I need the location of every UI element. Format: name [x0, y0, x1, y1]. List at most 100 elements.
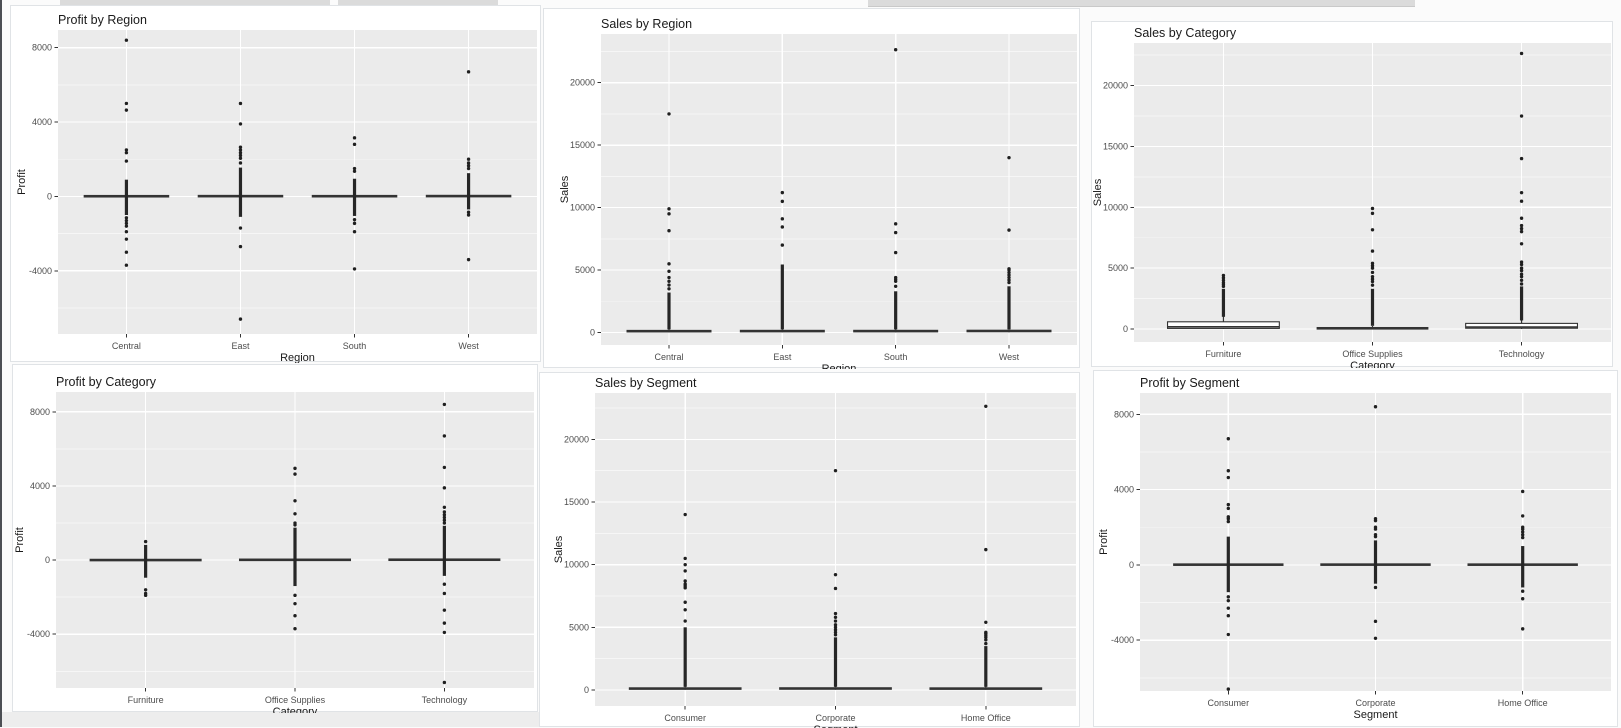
outlier-point: [1520, 597, 1525, 601]
outlier-point: [893, 275, 898, 280]
outlier-point: [1373, 619, 1378, 624]
x-tick-label: West: [458, 341, 479, 351]
outlier-point: [1007, 270, 1011, 275]
outlier-point: [1520, 589, 1525, 593]
outlier-point: [1370, 274, 1375, 279]
outlier-point: [1007, 275, 1011, 280]
x-axis-title: Region: [280, 352, 315, 363]
outlier-point: [1519, 190, 1524, 195]
outlier-point: [1007, 267, 1011, 271]
outlier-point: [293, 472, 297, 476]
outlier-point: [466, 166, 471, 171]
x-tick-label: Office Supplies: [1342, 349, 1403, 359]
y-axis-title: Sales: [553, 535, 565, 563]
boxplot-west: [425, 70, 512, 262]
outlier-point: [1519, 274, 1524, 279]
outlier-point: [352, 169, 357, 174]
outlier-point: [466, 210, 471, 214]
outlier-point: [1519, 216, 1524, 220]
y-tick-label: 4000: [32, 117, 52, 127]
outlier-point: [442, 434, 447, 438]
outlier-point: [238, 148, 243, 152]
plot-title: Sales by Segment: [595, 376, 697, 390]
x-axis-title: Segment: [1353, 709, 1397, 721]
outlier-point: [238, 244, 243, 249]
outlier-point: [442, 521, 447, 525]
outlier-point: [442, 608, 447, 612]
outlier-point: [442, 402, 447, 407]
outlier-point: [1519, 266, 1524, 270]
outlier-point: [238, 156, 243, 160]
outlier-point: [833, 615, 838, 619]
outlier-point: [442, 518, 447, 522]
plot-canvas-profit-by-segment: -4000 0 4000 8000 Consumer Corporate Home Offi…: [1098, 393, 1611, 721]
window-edge-line: [0, 0, 2, 727]
outlier-point: [1520, 530, 1525, 534]
outlier-point: [1519, 156, 1524, 161]
plot-canvas-sales-by-category: 0 5000 10000 15000 20000 Furniture Office Supp…: [1092, 43, 1611, 368]
y-tick-label: 5000: [575, 265, 595, 275]
outlier-point: [683, 619, 687, 623]
outlier-point: [442, 621, 447, 625]
boxplot-central: [83, 38, 170, 267]
plot-title: Profit by Region: [58, 13, 147, 27]
outlier-point: [124, 221, 129, 226]
x-axis-title: Segment: [813, 724, 857, 728]
y-tick-label: 0: [47, 191, 52, 201]
outlier-point: [833, 625, 838, 630]
outlier-point: [833, 468, 838, 473]
outlier-point: [1226, 469, 1231, 473]
axes: -4000 0 4000 8000 Consumer Corporate Home Offi…: [1098, 409, 1548, 721]
outlier-point: [780, 199, 785, 204]
outlier-point: [667, 212, 671, 216]
x-tick-label: Home Office: [1498, 698, 1548, 708]
outlier-point: [893, 48, 898, 52]
outlier-point: [1519, 242, 1524, 246]
y-tick-label: 0: [45, 555, 50, 565]
y-axis-title: Sales: [559, 175, 571, 203]
box-iqr-collapsed: [626, 329, 712, 333]
outlier-point: [124, 216, 129, 220]
outlier-point: [1226, 595, 1231, 599]
outlier-point: [442, 680, 447, 685]
outlier-point: [1226, 606, 1231, 610]
outlier-point: [143, 593, 148, 598]
outlier-point: [124, 38, 129, 42]
outlier-point: [1226, 437, 1231, 441]
outlier-point: [442, 582, 447, 586]
outlier-point: [1370, 266, 1375, 270]
box-iqr-collapsed: [929, 687, 1043, 690]
outlier-point: [984, 620, 988, 624]
boxplot-office-supplies: [238, 466, 352, 631]
outlier-point: [352, 221, 357, 226]
outlier-point: [667, 287, 671, 291]
outlier-point: [293, 593, 297, 598]
outlier-point: [667, 283, 671, 287]
outlier-point: [1370, 206, 1375, 211]
boxplot-east: [739, 190, 825, 333]
outlier-point: [143, 588, 148, 592]
y-tick-label: 20000: [570, 78, 595, 88]
outlier-point: [1007, 155, 1011, 160]
boxplot-consumer: [628, 512, 742, 690]
boxplot-west: [966, 155, 1052, 333]
x-axis-title: Category: [273, 706, 318, 713]
y-axis-title: Sales: [1092, 178, 1104, 206]
outlier-point: [352, 267, 357, 271]
outlier-point: [1519, 229, 1524, 234]
outlier-point: [667, 229, 671, 233]
outlier-point: [667, 269, 671, 274]
outlier-point: [833, 630, 838, 635]
outlier-point: [238, 153, 243, 158]
outlier-point: [984, 641, 988, 646]
outlier-point: [442, 630, 447, 635]
outlier-point: [238, 145, 243, 149]
x-axis-title: Category: [1350, 360, 1395, 368]
boxplot-technology: [1465, 51, 1579, 329]
outlier-point: [1226, 632, 1231, 637]
outlier-point: [833, 628, 838, 632]
y-tick-label: 4000: [30, 481, 50, 491]
outlier-point: [683, 579, 687, 583]
outlier-point: [1519, 268, 1524, 273]
boxplot-corporate: [779, 468, 892, 690]
